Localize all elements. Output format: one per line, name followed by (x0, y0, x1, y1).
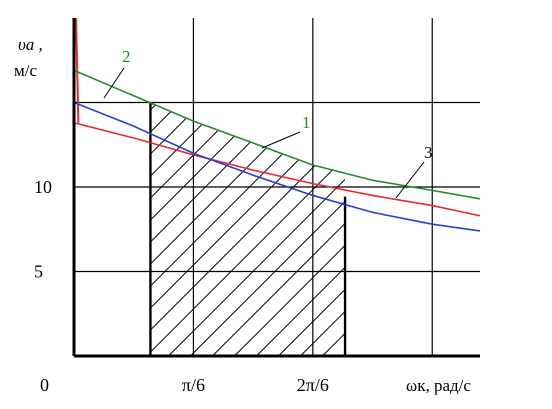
hatch-line (256, 102, 346, 356)
hatch-line (150, 102, 319, 356)
hatch-line (300, 102, 346, 356)
hatch-line (476, 96, 552, 356)
curve-label-1: 1 (302, 113, 311, 132)
hatch-line (212, 102, 346, 356)
series-1-initial-segment (75, 17, 80, 123)
series-1-line (73, 122, 481, 217)
curve-label-2-leader (103, 67, 125, 99)
hatch-line (366, 96, 552, 356)
hatch-line (0, 96, 120, 356)
hatch-line (150, 102, 165, 356)
hatch-line (150, 102, 209, 356)
hatch-line (388, 96, 552, 356)
hatch-line (234, 102, 346, 356)
hatch-line (520, 96, 552, 356)
hatch-line (542, 96, 552, 356)
series-2-line (73, 69, 481, 200)
axes (72, 18, 480, 358)
hatch-line (150, 102, 275, 356)
curve-label-3: 3 (424, 143, 433, 162)
curve-label-2: 2 (122, 47, 131, 66)
hatch-line (150, 102, 253, 356)
y-tick-label: 10 (34, 177, 52, 197)
origin-label: 0 (40, 375, 49, 395)
hatch-line (278, 102, 346, 356)
hatch-line (168, 102, 346, 356)
curve-label-1-leader (261, 131, 301, 149)
hatch-line (150, 102, 231, 356)
hatch-line (190, 102, 346, 356)
hatch-line (454, 96, 552, 356)
hatch-line (498, 96, 552, 356)
curve-label-3-leader (395, 161, 425, 199)
hatched-region (0, 96, 552, 356)
grid (74, 18, 480, 356)
hatch-line (322, 102, 346, 356)
series-3-line (73, 101, 481, 232)
labels: υa , м/с 0 ωк, рад/с 5 10 π/6 2π/6 1 2 3 (14, 35, 471, 395)
hatch-line (150, 102, 187, 356)
hatch-line (0, 96, 54, 356)
hatch-line (150, 102, 346, 356)
hatch-line (0, 96, 32, 356)
y-axis-label-line2: м/с (14, 61, 37, 80)
hatch-line (0, 96, 98, 356)
hatch-line (0, 96, 76, 356)
x-tick-label: π/6 (182, 375, 205, 395)
x-axis-label: ωк, рад/с (406, 376, 471, 395)
x-tick-label: 2π/6 (297, 375, 329, 395)
hatch-lines (0, 96, 552, 356)
y-tick-label: 5 (34, 262, 43, 282)
y-axis-label-line1: υa , (18, 35, 43, 54)
hatch-line (0, 96, 10, 356)
series-group (73, 17, 481, 232)
